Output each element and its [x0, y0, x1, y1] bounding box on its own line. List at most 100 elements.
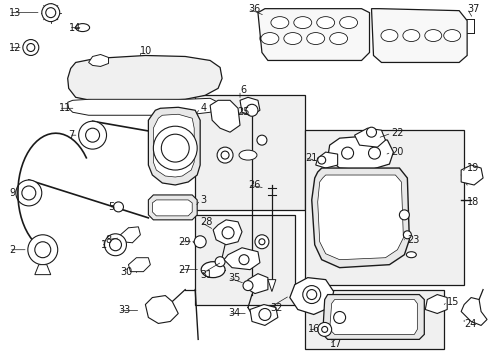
Circle shape	[23, 40, 39, 55]
Circle shape	[333, 311, 345, 323]
Circle shape	[194, 236, 206, 248]
Circle shape	[28, 235, 58, 265]
Ellipse shape	[328, 32, 348, 45]
Circle shape	[259, 309, 270, 320]
Text: 36: 36	[247, 4, 260, 14]
Circle shape	[399, 210, 408, 220]
Text: 17: 17	[329, 339, 341, 349]
Ellipse shape	[306, 32, 324, 45]
Ellipse shape	[338, 15, 358, 30]
Polygon shape	[153, 114, 194, 177]
Ellipse shape	[339, 17, 357, 28]
Text: 33: 33	[118, 306, 130, 315]
Circle shape	[403, 231, 410, 239]
Ellipse shape	[329, 32, 347, 45]
Ellipse shape	[316, 17, 334, 28]
Ellipse shape	[305, 32, 325, 45]
Text: 20: 20	[390, 147, 403, 157]
Ellipse shape	[270, 17, 288, 28]
Text: 25: 25	[237, 107, 249, 117]
Circle shape	[254, 235, 268, 249]
Circle shape	[221, 151, 228, 159]
Circle shape	[113, 202, 123, 212]
Text: 6: 6	[240, 85, 245, 95]
Circle shape	[366, 127, 376, 137]
Circle shape	[109, 239, 121, 251]
Bar	[195, 215, 294, 305]
Circle shape	[104, 234, 126, 256]
Ellipse shape	[406, 252, 415, 258]
Text: 37: 37	[466, 4, 479, 14]
Bar	[304, 289, 443, 349]
Polygon shape	[145, 296, 178, 323]
Polygon shape	[267, 280, 275, 292]
Circle shape	[239, 255, 248, 265]
Polygon shape	[67, 55, 222, 101]
Polygon shape	[460, 165, 482, 185]
Ellipse shape	[261, 32, 278, 45]
Polygon shape	[317, 175, 403, 260]
Polygon shape	[329, 300, 416, 334]
Text: 3: 3	[200, 195, 206, 205]
Ellipse shape	[239, 150, 256, 160]
Ellipse shape	[292, 15, 312, 30]
Text: 9: 9	[9, 188, 15, 198]
Polygon shape	[311, 168, 408, 268]
Ellipse shape	[380, 30, 397, 41]
Ellipse shape	[283, 32, 301, 45]
Text: 32: 32	[269, 302, 282, 312]
Circle shape	[259, 239, 264, 245]
Text: 26: 26	[247, 180, 260, 190]
Circle shape	[368, 147, 380, 159]
Circle shape	[256, 135, 266, 145]
Ellipse shape	[424, 30, 441, 41]
Polygon shape	[289, 278, 333, 315]
Text: 18: 18	[466, 197, 478, 207]
Polygon shape	[315, 152, 337, 168]
Text: 28: 28	[200, 217, 212, 227]
Polygon shape	[258, 9, 369, 60]
Text: 15: 15	[447, 297, 459, 306]
Text: 8: 8	[105, 235, 111, 245]
Polygon shape	[210, 100, 240, 132]
Circle shape	[215, 257, 224, 267]
Polygon shape	[148, 195, 197, 220]
Ellipse shape	[443, 30, 460, 41]
Circle shape	[302, 285, 320, 303]
Circle shape	[153, 126, 197, 170]
Text: 13: 13	[9, 8, 21, 18]
Polygon shape	[128, 258, 150, 272]
Circle shape	[85, 128, 100, 142]
Circle shape	[217, 147, 233, 163]
Ellipse shape	[315, 15, 335, 30]
Text: 34: 34	[227, 309, 240, 319]
Text: 29: 29	[178, 237, 190, 247]
Circle shape	[16, 180, 41, 206]
Text: 2: 2	[9, 245, 15, 255]
Text: 35: 35	[227, 273, 240, 283]
Polygon shape	[148, 107, 200, 185]
Polygon shape	[240, 97, 260, 115]
Polygon shape	[224, 248, 260, 270]
Polygon shape	[354, 128, 385, 147]
Circle shape	[243, 280, 252, 291]
Text: 11: 11	[59, 103, 71, 113]
Circle shape	[22, 186, 36, 200]
Polygon shape	[120, 227, 140, 243]
Polygon shape	[152, 200, 192, 216]
Text: 1: 1	[101, 240, 106, 250]
Text: 24: 24	[463, 319, 475, 329]
Text: 4: 4	[200, 103, 206, 113]
Circle shape	[317, 323, 331, 336]
Polygon shape	[244, 274, 267, 293]
Ellipse shape	[293, 17, 311, 28]
Text: 10: 10	[140, 45, 152, 55]
Circle shape	[46, 8, 56, 18]
Ellipse shape	[402, 30, 419, 41]
Circle shape	[317, 156, 325, 164]
Circle shape	[306, 289, 316, 300]
Polygon shape	[425, 294, 447, 314]
Circle shape	[245, 104, 258, 116]
Text: 5: 5	[108, 202, 115, 212]
Text: 22: 22	[390, 128, 403, 138]
